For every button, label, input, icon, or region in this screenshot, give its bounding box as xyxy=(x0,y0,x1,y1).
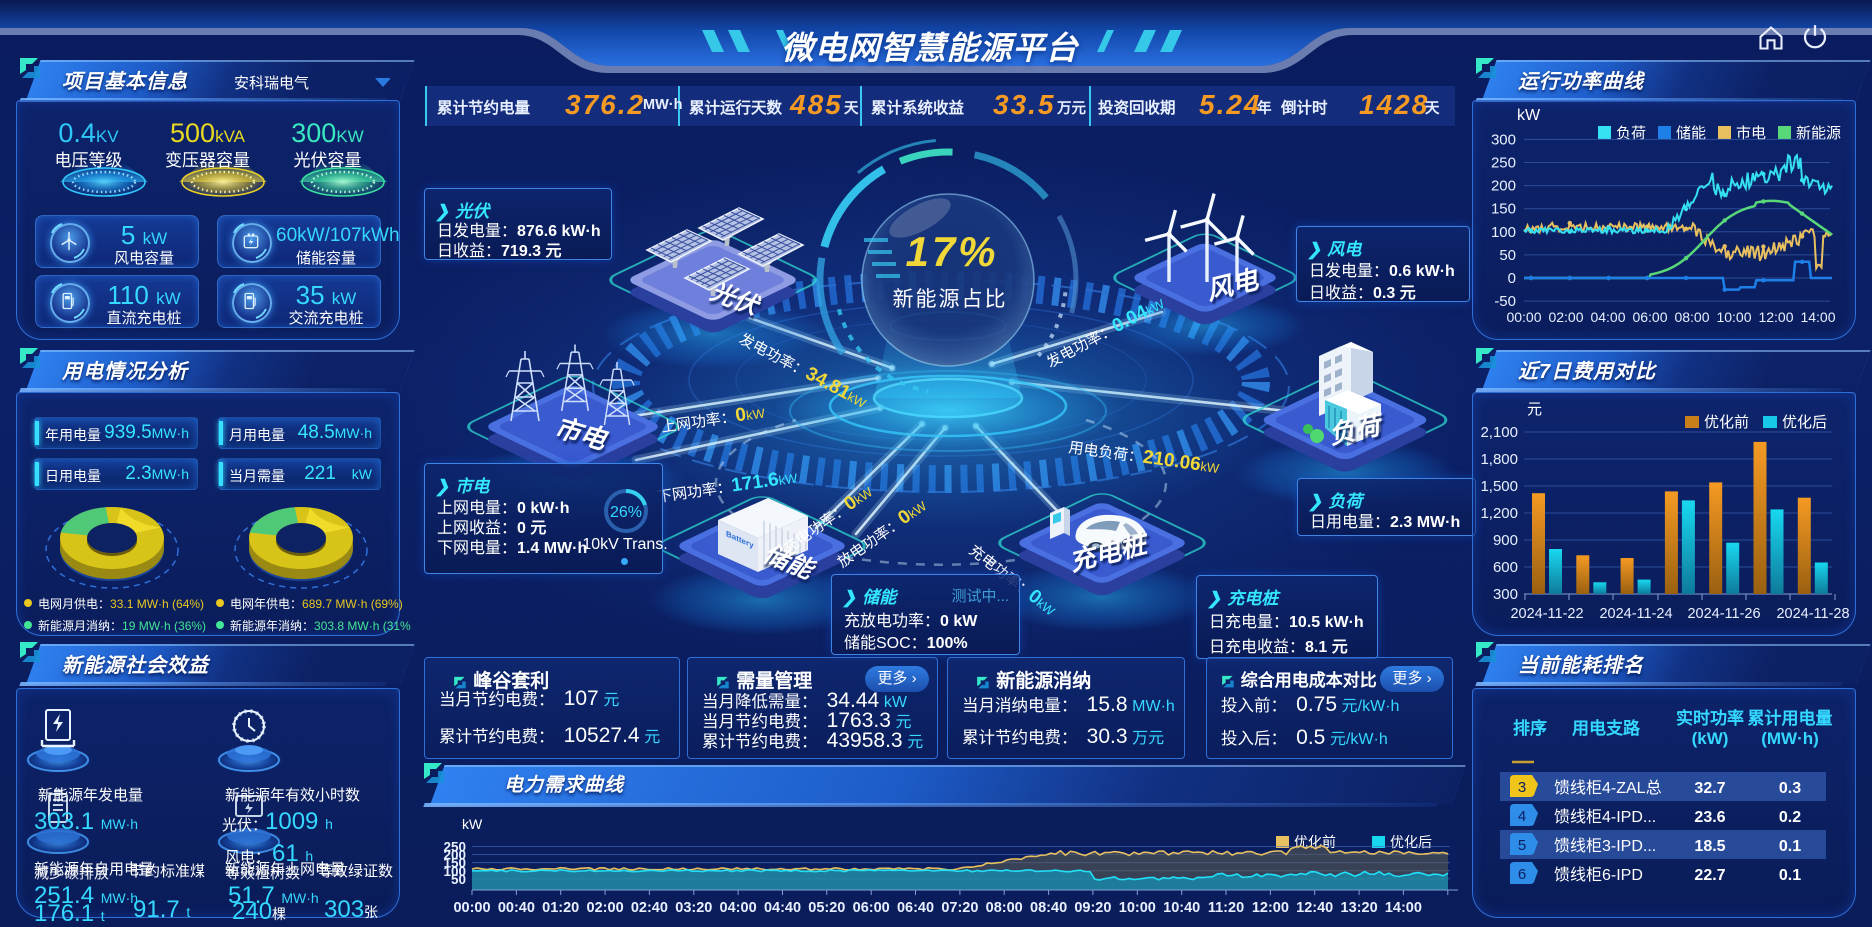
svg-text:馈线柜4-ZAL总: 馈线柜4-ZAL总 xyxy=(1554,779,1662,797)
svg-text:300: 300 xyxy=(1493,586,1518,603)
svg-text:12:40: 12:40 xyxy=(1296,900,1333,916)
svg-text:08:40: 08:40 xyxy=(1030,900,1067,916)
svg-text:(MW·h): (MW·h) xyxy=(1761,729,1819,748)
svg-text:累计用电量: 累计用电量 xyxy=(1748,708,1833,728)
svg-text:2024-11-28: 2024-11-28 xyxy=(1776,606,1849,622)
svg-text:2,100: 2,100 xyxy=(1480,424,1518,441)
svg-text:02:00: 02:00 xyxy=(587,900,624,916)
svg-text:排序: 排序 xyxy=(1513,718,1547,738)
svg-text:17%: 17% xyxy=(905,228,998,275)
svg-text:元: 元 xyxy=(1527,401,1542,418)
svg-text:12:00: 12:00 xyxy=(1252,900,1289,916)
svg-text:(kW): (kW) xyxy=(1692,729,1729,748)
svg-text:32.7: 32.7 xyxy=(1694,780,1725,797)
svg-text:250: 250 xyxy=(1491,155,1516,172)
svg-text:03:20: 03:20 xyxy=(675,900,712,916)
svg-text:负荷: 负荷 xyxy=(1616,125,1646,142)
svg-text:04:40: 04:40 xyxy=(764,900,801,916)
svg-text:13:20: 13:20 xyxy=(1341,900,1378,916)
svg-text:200: 200 xyxy=(443,848,466,863)
svg-text:12:00: 12:00 xyxy=(1758,309,1793,325)
svg-text:kW: kW xyxy=(1517,107,1541,124)
svg-text:2024-11-22: 2024-11-22 xyxy=(1510,606,1583,622)
svg-text:10:00: 10:00 xyxy=(1716,309,1751,325)
svg-text:14:00: 14:00 xyxy=(1800,309,1835,325)
svg-text:5: 5 xyxy=(1518,837,1526,854)
svg-text:优化前: 优化前 xyxy=(1294,834,1336,850)
svg-text:09:20: 09:20 xyxy=(1074,900,1111,916)
svg-text:200: 200 xyxy=(1491,178,1516,195)
svg-text:11:20: 11:20 xyxy=(1208,900,1244,916)
svg-text:06:40: 06:40 xyxy=(897,900,934,916)
svg-text:优化后: 优化后 xyxy=(1782,414,1827,431)
svg-text:100: 100 xyxy=(1491,224,1516,241)
svg-text:2024-11-26: 2024-11-26 xyxy=(1687,606,1760,622)
svg-text:00:00: 00:00 xyxy=(1506,309,1541,325)
svg-text:馈线柜3-IPD...: 馈线柜3-IPD... xyxy=(1554,837,1656,855)
svg-text:02:00: 02:00 xyxy=(1548,309,1583,325)
svg-text:馈线柜4-IPD...: 馈线柜4-IPD... xyxy=(1554,808,1656,826)
svg-text:150: 150 xyxy=(443,856,466,871)
svg-text:1,500: 1,500 xyxy=(1480,478,1518,495)
svg-text:1,800: 1,800 xyxy=(1480,451,1518,468)
svg-text:00:40: 00:40 xyxy=(498,900,535,916)
svg-text:新能源: 新能源 xyxy=(1796,125,1841,142)
svg-text:1,200: 1,200 xyxy=(1480,505,1518,522)
svg-text:3: 3 xyxy=(1518,779,1526,796)
svg-text:实时功率: 实时功率 xyxy=(1676,708,1744,728)
svg-text:01:20: 01:20 xyxy=(542,900,579,916)
svg-text:02:40: 02:40 xyxy=(631,900,668,916)
svg-text:04:00: 04:00 xyxy=(720,900,757,916)
svg-text:00:00: 00:00 xyxy=(453,900,490,916)
svg-text:0.3: 0.3 xyxy=(1779,780,1801,797)
svg-text:05:20: 05:20 xyxy=(808,900,845,916)
svg-text:06:00: 06:00 xyxy=(853,900,890,916)
svg-text:900: 900 xyxy=(1493,532,1518,549)
svg-text:50: 50 xyxy=(1499,247,1516,264)
svg-text:10:00: 10:00 xyxy=(1119,900,1156,916)
svg-text:23.6: 23.6 xyxy=(1694,809,1725,826)
svg-text:新能源占比: 新能源占比 xyxy=(893,288,1008,311)
svg-text:600: 600 xyxy=(1493,559,1518,576)
svg-text:07:20: 07:20 xyxy=(941,900,978,916)
svg-text:150: 150 xyxy=(1491,201,1516,218)
svg-text:0.1: 0.1 xyxy=(1779,867,1801,884)
svg-text:06:00: 06:00 xyxy=(1632,309,1667,325)
svg-text:优化后: 优化后 xyxy=(1390,834,1432,850)
svg-text:08:00: 08:00 xyxy=(986,900,1023,916)
svg-text:6: 6 xyxy=(1518,866,1526,883)
svg-text:18.5: 18.5 xyxy=(1694,838,1725,855)
svg-text:10:40: 10:40 xyxy=(1163,900,1200,916)
svg-text:0: 0 xyxy=(1508,270,1516,287)
svg-text:300: 300 xyxy=(1491,131,1516,148)
svg-text:22.7: 22.7 xyxy=(1694,867,1725,884)
svg-text:50: 50 xyxy=(451,872,466,887)
svg-text:26%: 26% xyxy=(610,504,642,521)
svg-text:4: 4 xyxy=(1518,808,1526,825)
svg-text:04:00: 04:00 xyxy=(1590,309,1625,325)
svg-text:优化前: 优化前 xyxy=(1704,414,1749,431)
svg-text:14:00: 14:00 xyxy=(1385,900,1422,916)
svg-text:2024-11-24: 2024-11-24 xyxy=(1599,606,1672,622)
svg-text:市电: 市电 xyxy=(1736,125,1766,142)
svg-text:kW: kW xyxy=(462,816,483,832)
svg-text:0.1: 0.1 xyxy=(1779,838,1801,855)
svg-text:馈线柜6-IPD: 馈线柜6-IPD xyxy=(1554,866,1643,884)
svg-text:100: 100 xyxy=(443,864,466,879)
svg-text:250: 250 xyxy=(443,840,466,855)
svg-text:储能: 储能 xyxy=(1676,125,1706,142)
svg-text:0.2: 0.2 xyxy=(1779,809,1801,826)
svg-text:用电支路: 用电支路 xyxy=(1572,718,1641,738)
svg-text:08:00: 08:00 xyxy=(1674,309,1709,325)
svg-text:-50: -50 xyxy=(1494,293,1516,310)
